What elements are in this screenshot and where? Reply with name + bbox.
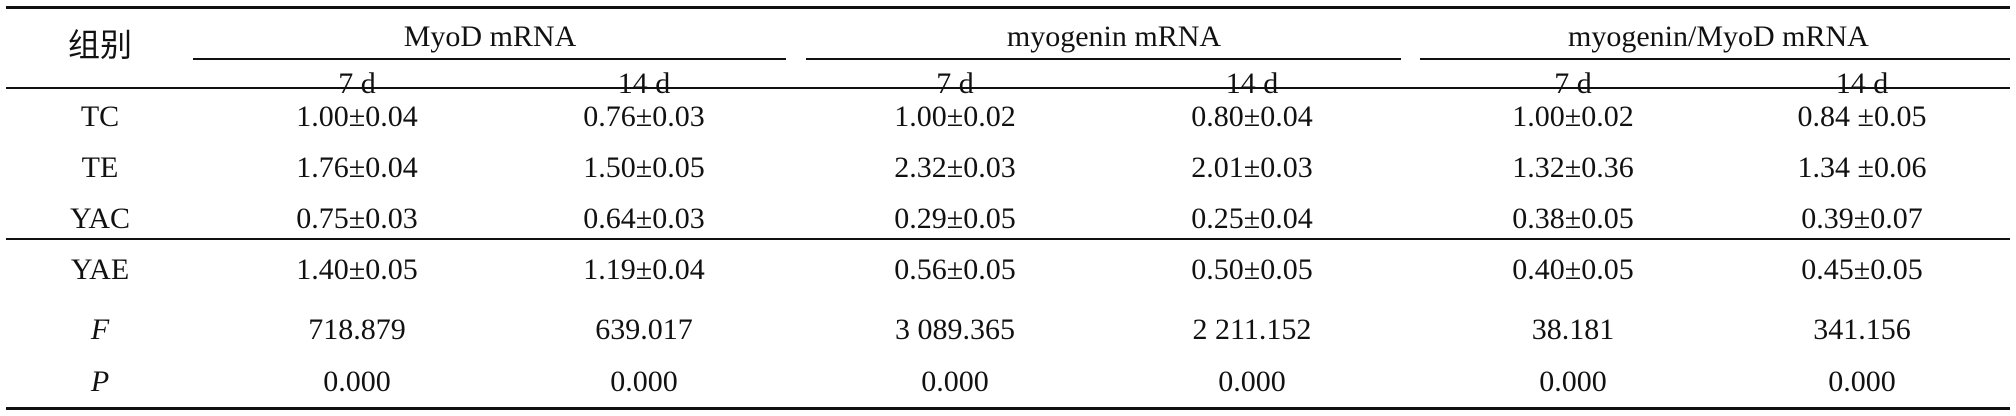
subcolumn-header: 7 d	[1554, 67, 1592, 100]
table-cell: 1.00±0.02	[1512, 100, 1634, 133]
subcolumn-header: 14 d	[617, 67, 671, 100]
table-cell: 0.80±0.04	[1191, 100, 1313, 133]
stat-cell: 3 089.365	[895, 313, 1015, 346]
stat-cell: 718.879	[308, 313, 406, 346]
table-cell: 2.01±0.03	[1191, 151, 1313, 184]
table-cell: 0.25±0.04	[1191, 202, 1313, 235]
column-group-header: myogenin mRNA	[1006, 20, 1222, 53]
column-group-rule	[1420, 58, 2010, 60]
column-group-header: MyoD mRNA	[403, 20, 577, 53]
column-group-header: myogenin/MyoD mRNA	[1568, 20, 1869, 53]
table-cell: 1.19±0.04	[583, 253, 705, 286]
row-group-label: YAC	[69, 202, 130, 235]
table-cell: 0.75±0.03	[296, 202, 418, 235]
stat-cell: 0.000	[1539, 365, 1607, 398]
stat-cell: 0.000	[921, 365, 989, 398]
row-group-label: TE	[81, 151, 119, 184]
stat-label: F	[90, 313, 110, 346]
subcolumn-header: 7 d	[338, 67, 376, 100]
row-group-label: TC	[80, 100, 120, 133]
table-cell: 1.32±0.36	[1512, 151, 1634, 184]
stat-label: P	[90, 365, 110, 398]
table-top-rule	[6, 6, 2010, 9]
table-cell: 0.39±0.07	[1801, 202, 1923, 235]
table-stats-rule	[6, 238, 2010, 240]
table-cell: 0.56±0.05	[894, 253, 1016, 286]
table-cell: 1.76±0.04	[296, 151, 418, 184]
table-bottom-rule	[6, 407, 2010, 410]
table-header-rule	[6, 87, 2010, 89]
stat-cell: 0.000	[610, 365, 678, 398]
row-group-label: YAE	[70, 253, 130, 286]
table-cell: 1.00±0.04	[296, 100, 418, 133]
stat-cell: 2 211.152	[1192, 313, 1312, 346]
column-group-rule	[806, 58, 1401, 60]
stat-cell: 38.181	[1531, 313, 1615, 346]
table-cell: 2.32±0.03	[894, 151, 1016, 184]
table-cell: 0.45±0.05	[1801, 253, 1923, 286]
row-header-label: 组别	[67, 26, 132, 64]
column-group-rule	[193, 58, 786, 60]
table-cell: 0.50±0.05	[1191, 253, 1313, 286]
table-cell: 0.64±0.03	[583, 202, 705, 235]
table-cell: 0.84 ±0.05	[1797, 100, 1927, 133]
subcolumn-header: 14 d	[1225, 67, 1279, 100]
table-cell: 0.38±0.05	[1512, 202, 1634, 235]
table-cell: 0.40±0.05	[1512, 253, 1634, 286]
table-cell: 0.76±0.03	[583, 100, 705, 133]
table-cell: 1.00±0.02	[894, 100, 1016, 133]
table-cell: 1.34 ±0.06	[1797, 151, 1927, 184]
stat-cell: 639.017	[595, 313, 693, 346]
subcolumn-header: 7 d	[936, 67, 974, 100]
stat-cell: 341.156	[1813, 313, 1911, 346]
stat-cell: 0.000	[323, 365, 391, 398]
table-cell: 0.29±0.05	[894, 202, 1016, 235]
table-cell: 1.40±0.05	[296, 253, 418, 286]
table-cell: 1.50±0.05	[583, 151, 705, 184]
subcolumn-header: 14 d	[1835, 67, 1889, 100]
stat-cell: 0.000	[1828, 365, 1896, 398]
stat-cell: 0.000	[1218, 365, 1286, 398]
